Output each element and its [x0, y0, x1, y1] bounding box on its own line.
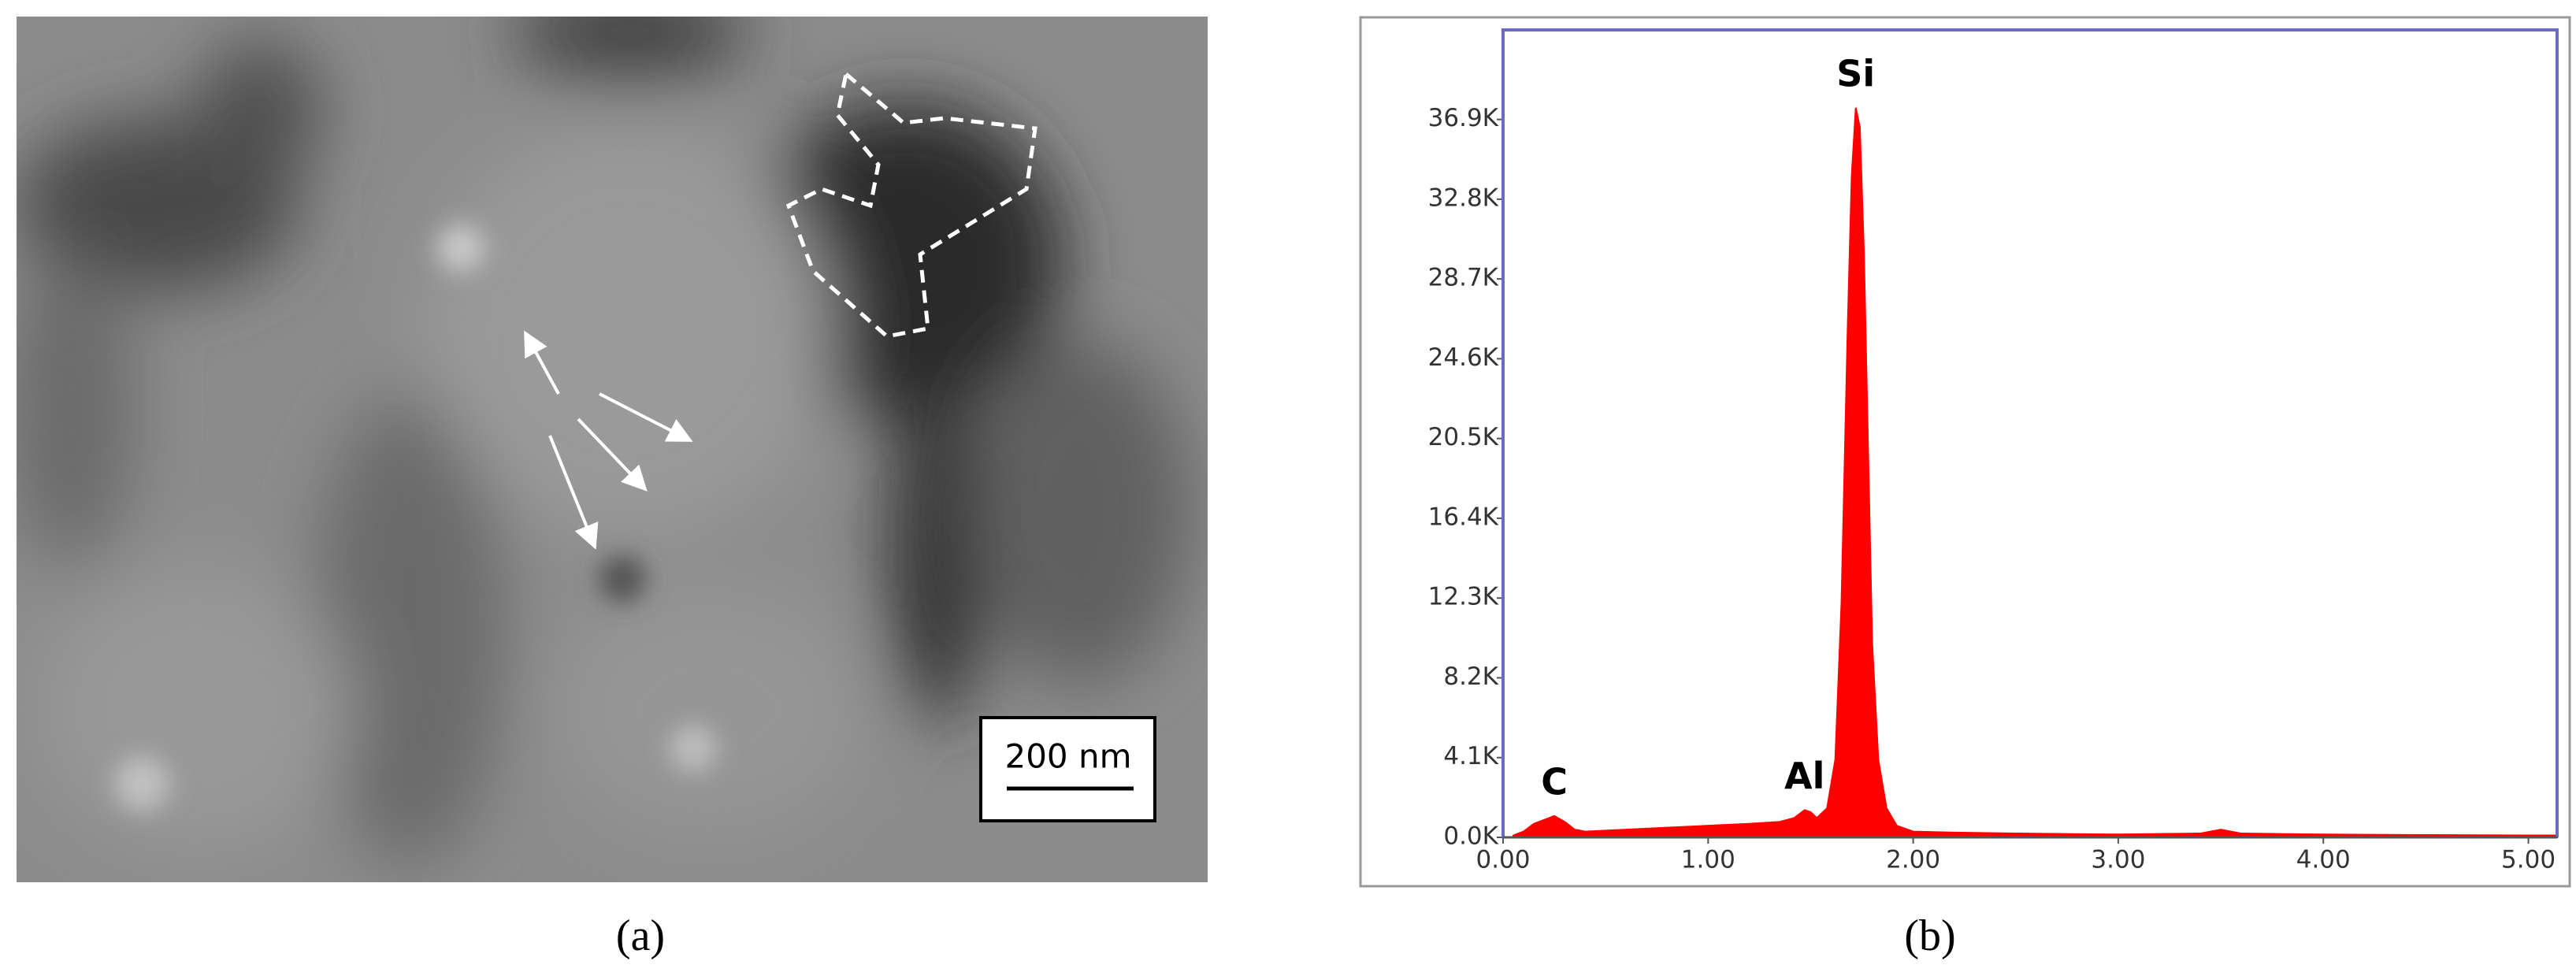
scale-bar-label: 200 nm: [1004, 737, 1131, 776]
x-tick-label: 0.00: [1475, 846, 1530, 874]
y-tick-label: 32.8K: [1428, 184, 1499, 212]
chart-frame: [1359, 16, 2571, 888]
x-tick-label: 5.00: [2501, 846, 2556, 874]
arrows: [524, 330, 693, 550]
y-tick-label: 36.9K: [1428, 104, 1499, 132]
x-tick-label: 3.00: [2091, 846, 2145, 874]
y-tick-label: 4.1K: [1443, 742, 1498, 770]
x-tick-label: 2.00: [1886, 846, 1940, 874]
peak-label: Al: [1784, 755, 1824, 797]
micrograph: 200 nm: [17, 17, 1208, 882]
y-tick-label: 12.3K: [1428, 583, 1499, 611]
dashed-outline: [785, 70, 1037, 339]
y-tick-label: 28.7K: [1428, 264, 1499, 292]
peak-label: Si: [1836, 52, 1875, 95]
y-tick-label: 24.6K: [1428, 343, 1499, 372]
caption-a: (a): [616, 911, 665, 960]
x-tick-label: 4.00: [2296, 846, 2351, 874]
y-tick-label: 8.2K: [1443, 662, 1498, 691]
scale-bar-box: [979, 716, 1156, 822]
y-tick-label: 20.5K: [1428, 423, 1499, 451]
y-tick-label: 0.0K: [1443, 822, 1498, 851]
y-tick-label: 16.4K: [1428, 503, 1499, 531]
spectrum: [1513, 107, 2558, 838]
plot-border: [1501, 28, 2559, 837]
x-tick-label: 1.00: [1681, 846, 1735, 874]
peak-label: C: [1541, 760, 1568, 803]
caption-b: (b): [1904, 911, 1955, 960]
